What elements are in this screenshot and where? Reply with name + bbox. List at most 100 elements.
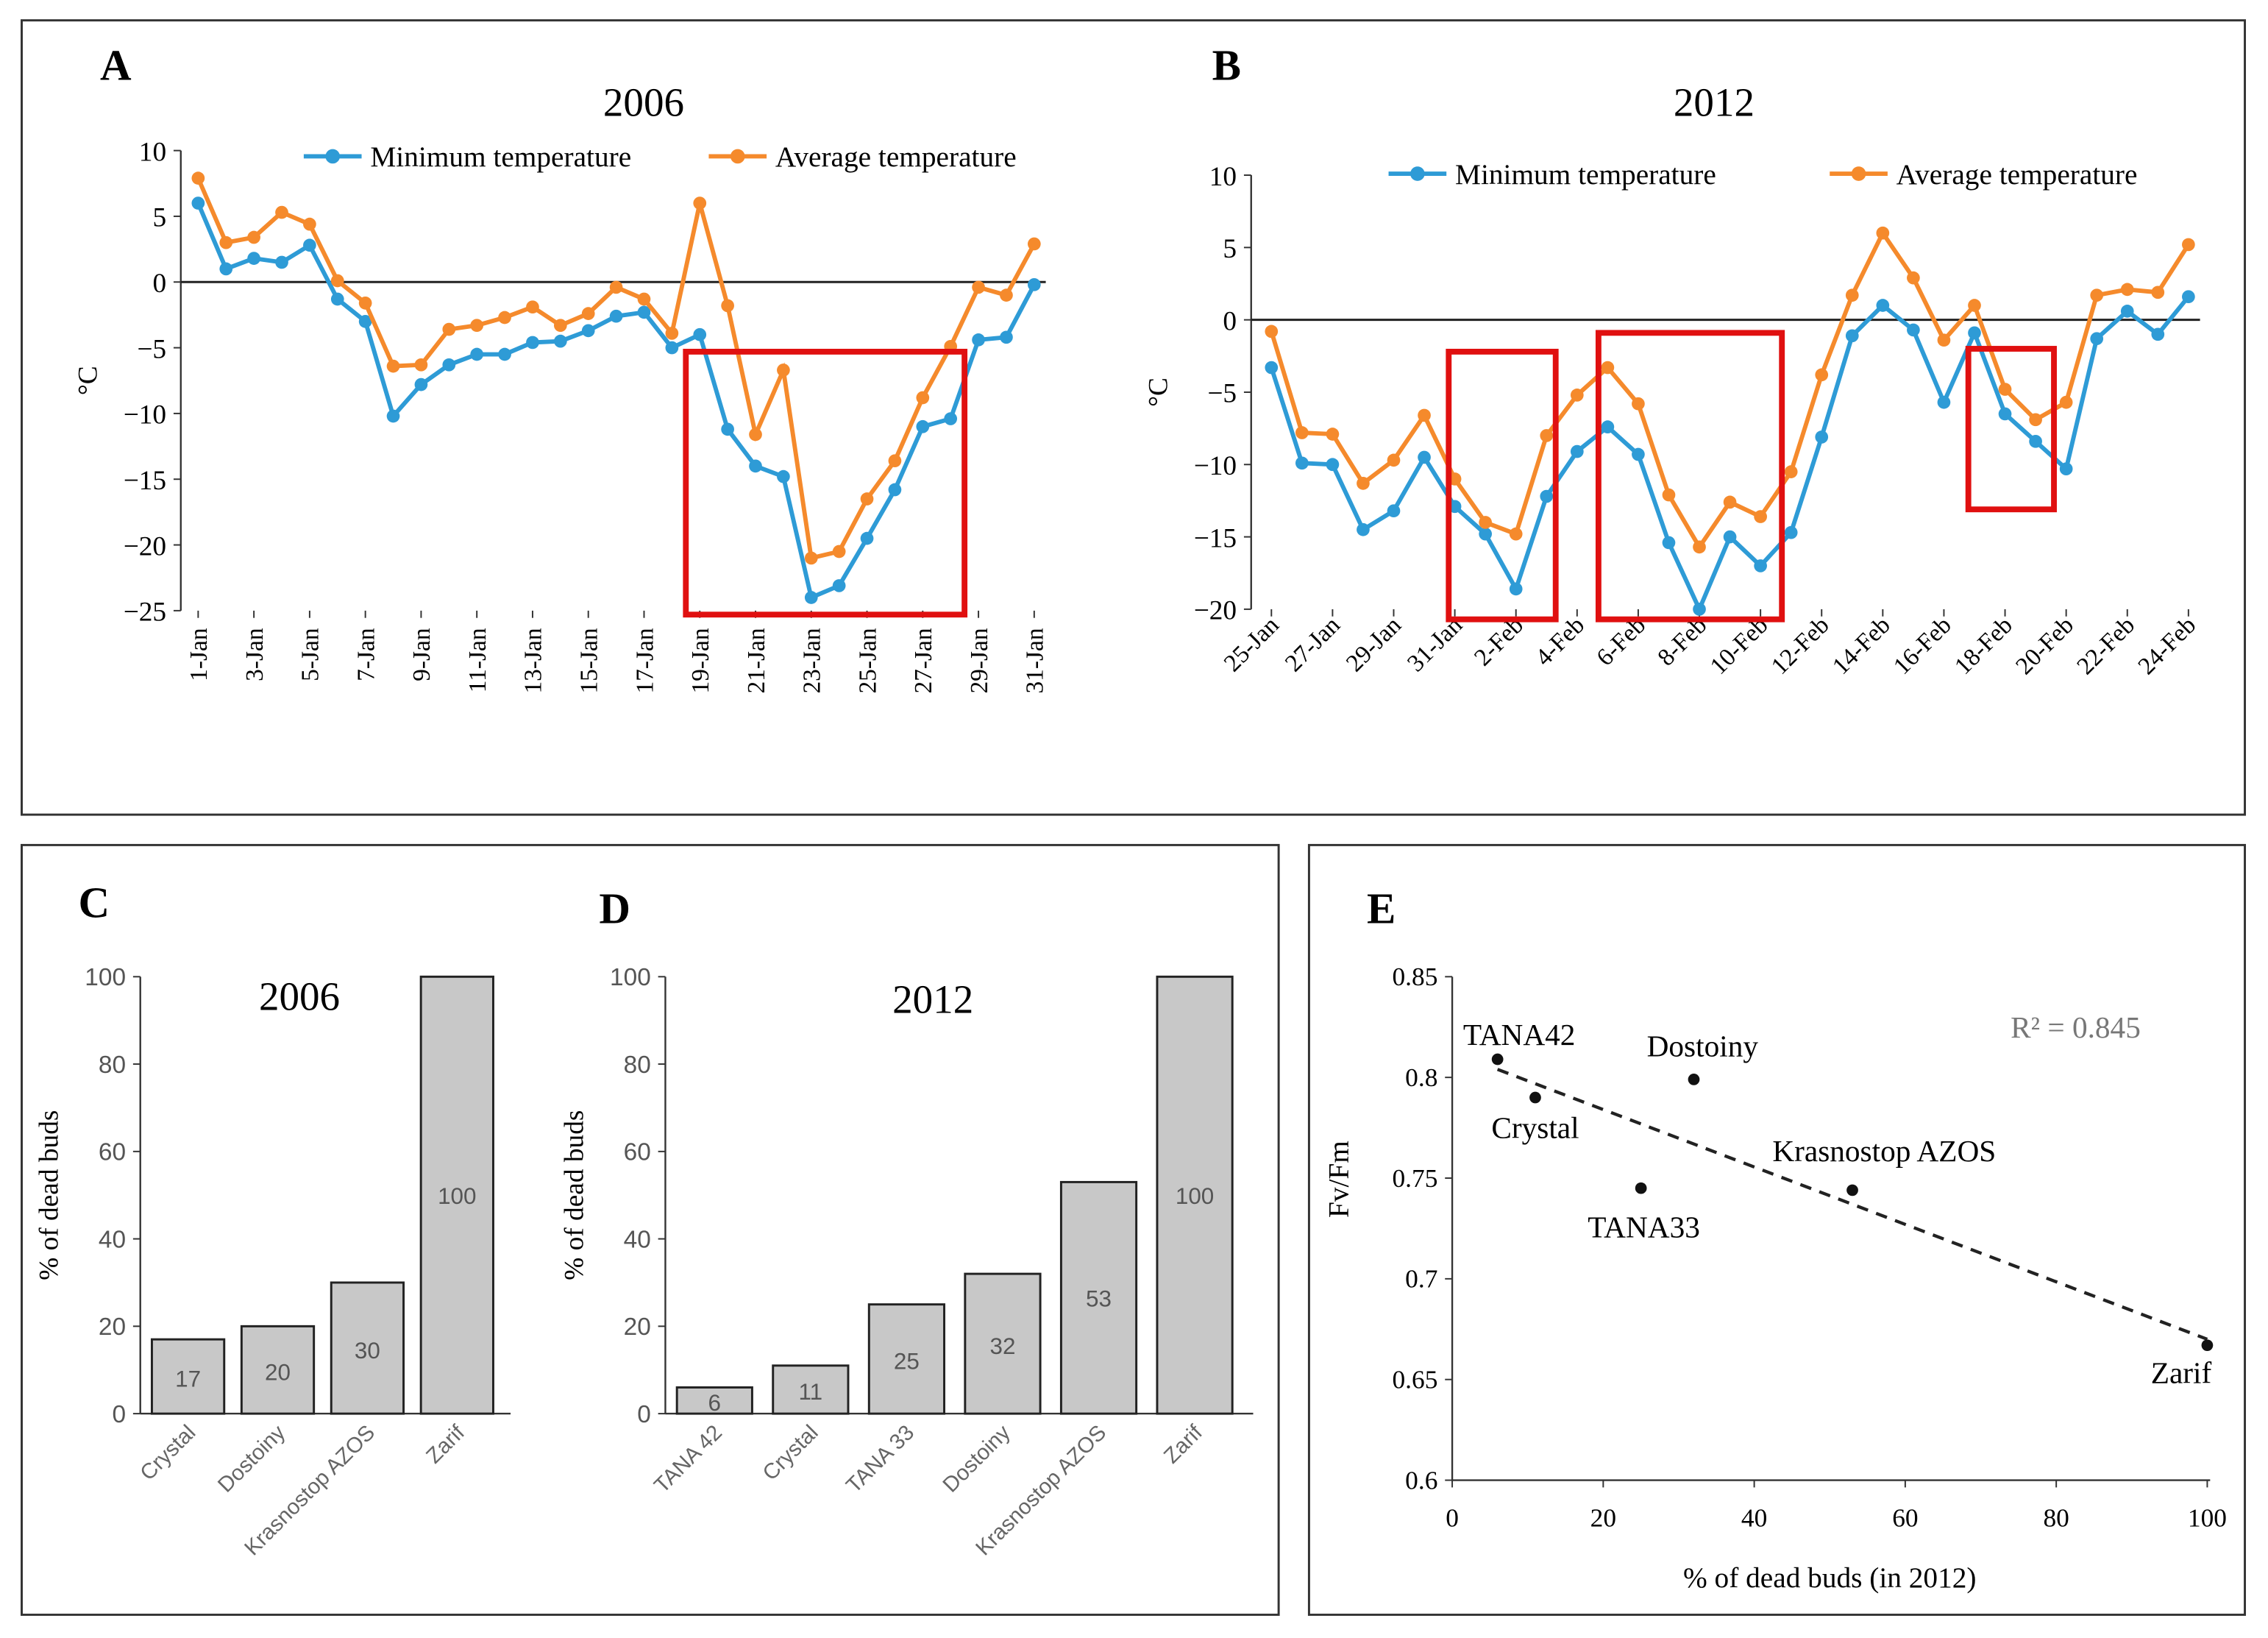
data-point bbox=[191, 171, 205, 185]
y-tick-label: −25 bbox=[124, 598, 166, 628]
data-point bbox=[1937, 333, 1951, 347]
point-label: TANA42 bbox=[1463, 1018, 1576, 1052]
x-tick-label: 29-Jan bbox=[966, 628, 993, 693]
y-tick-label: 20 bbox=[624, 1313, 651, 1341]
legend-label: Minimum temperature bbox=[370, 141, 631, 173]
y-tick-label: 100 bbox=[85, 964, 126, 991]
scatter-point bbox=[1846, 1184, 1858, 1196]
x-tick-label: 19-Jan bbox=[687, 628, 714, 693]
x-tick-label: 15-Jan bbox=[576, 628, 603, 693]
bar-data-label: 6 bbox=[708, 1390, 721, 1416]
bar-data-label: 53 bbox=[1086, 1286, 1112, 1312]
data-point bbox=[526, 336, 539, 350]
data-point bbox=[1479, 516, 1493, 529]
bar bbox=[330, 1281, 405, 1415]
y-tick-label: −10 bbox=[1194, 451, 1237, 481]
scatter-point bbox=[1491, 1053, 1504, 1066]
data-point bbox=[330, 292, 344, 306]
data-point bbox=[247, 230, 260, 244]
data-point bbox=[275, 205, 288, 219]
bar bbox=[772, 1364, 850, 1415]
data-point bbox=[1000, 330, 1013, 344]
chart-title: 2012 bbox=[1674, 79, 1755, 124]
bar bbox=[419, 975, 494, 1415]
point-label: Dostoiny bbox=[1647, 1029, 1759, 1063]
data-point bbox=[972, 333, 985, 347]
data-point bbox=[2120, 305, 2134, 318]
y-axis-label: Fv/Fm bbox=[1322, 1141, 1354, 1218]
bar-data-label: 25 bbox=[894, 1349, 920, 1375]
data-point bbox=[693, 327, 707, 341]
data-point bbox=[1754, 510, 1767, 523]
data-point bbox=[1662, 536, 1676, 550]
data-point bbox=[721, 422, 734, 436]
data-point bbox=[553, 319, 567, 333]
bar bbox=[240, 1325, 316, 1415]
x-tick-label: 9-Jan bbox=[408, 628, 436, 681]
bar bbox=[150, 1338, 226, 1415]
x-tick-label: 29-Jan bbox=[1341, 611, 1407, 677]
bar-data-label: 32 bbox=[989, 1333, 1015, 1359]
data-point bbox=[219, 235, 233, 249]
data-point bbox=[1876, 299, 1890, 312]
y-tick-label: 80 bbox=[99, 1052, 126, 1079]
data-point bbox=[1845, 329, 1859, 343]
point-label: TANA33 bbox=[1588, 1210, 1700, 1244]
scatter-point bbox=[1529, 1091, 1541, 1104]
data-point bbox=[1540, 489, 1554, 503]
chart-title: 2012 bbox=[892, 976, 973, 1021]
scatter-point bbox=[1688, 1074, 1700, 1085]
highlight-box bbox=[1595, 330, 1785, 623]
series-line-minimum bbox=[196, 202, 1037, 601]
y-tick-label: −10 bbox=[124, 400, 166, 430]
data-point bbox=[693, 196, 707, 210]
x-tick-label: 0 bbox=[1446, 1503, 1459, 1532]
x-tick-label: 25-Jan bbox=[854, 628, 881, 693]
data-point bbox=[1027, 237, 1041, 251]
data-point bbox=[1387, 453, 1401, 467]
data-point bbox=[2120, 283, 2134, 297]
y-axis-label: °C bbox=[74, 366, 104, 395]
data-point bbox=[581, 324, 595, 338]
y-tick-label: 5 bbox=[152, 203, 166, 233]
data-point bbox=[609, 309, 623, 323]
bar-data-label: 30 bbox=[355, 1338, 380, 1364]
data-point bbox=[2090, 332, 2104, 346]
data-point bbox=[1937, 395, 1951, 409]
data-point bbox=[303, 217, 316, 231]
x-tick-label: 11-Jan bbox=[464, 628, 491, 692]
legend-label: Average temperature bbox=[1896, 158, 2138, 191]
data-point bbox=[2151, 286, 2165, 299]
data-point bbox=[832, 545, 846, 559]
y-tick-label: 80 bbox=[624, 1052, 651, 1079]
bar bbox=[1156, 975, 1234, 1415]
bar-data-label: 17 bbox=[175, 1366, 201, 1391]
data-point bbox=[1357, 476, 1370, 490]
y-tick-label: −15 bbox=[1194, 523, 1237, 553]
data-point bbox=[498, 347, 511, 361]
point-label: Krasnostop AZOS bbox=[1772, 1134, 1996, 1168]
data-point bbox=[1693, 540, 1706, 554]
chart-title: 2006 bbox=[259, 974, 340, 1019]
y-axis-label: °C bbox=[1144, 377, 1174, 407]
data-point bbox=[944, 412, 958, 425]
legend-label: Minimum temperature bbox=[1455, 158, 1716, 191]
data-point bbox=[1784, 525, 1798, 539]
data-point bbox=[777, 469, 790, 483]
data-point bbox=[581, 307, 595, 320]
y-tick-label: 40 bbox=[624, 1226, 651, 1253]
panel-frame-top bbox=[21, 19, 2247, 816]
data-point bbox=[1815, 368, 1829, 382]
data-point bbox=[1693, 603, 1706, 616]
series-line-minimum bbox=[1269, 295, 2191, 615]
data-point bbox=[804, 591, 818, 604]
data-point bbox=[1540, 429, 1554, 442]
data-point bbox=[330, 274, 344, 288]
data-point bbox=[1907, 271, 1920, 285]
y-tick-label: 0.6 bbox=[1405, 1465, 1437, 1495]
x-tick-label: 80 bbox=[2043, 1503, 2069, 1532]
data-point bbox=[1601, 361, 1615, 375]
x-tick-label: 14-Feb bbox=[1827, 611, 1896, 680]
y-tick-label: 0.8 bbox=[1405, 1063, 1437, 1092]
